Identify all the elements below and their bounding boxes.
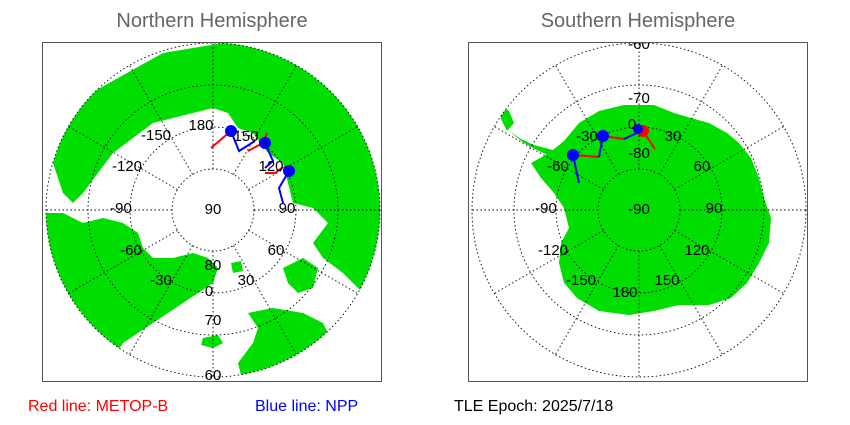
legend-npp: Blue line: NPP xyxy=(255,398,359,415)
north-lon-label-m120: -120 xyxy=(112,158,142,175)
south-map: -90 -80 -70 -60 0 30 60 90 120 150 180 -… xyxy=(471,43,807,378)
south-lon-label-m90: -90 xyxy=(535,200,557,217)
north-grid xyxy=(45,43,381,378)
south-map-panel: -90 -80 -70 -60 0 30 60 90 120 150 180 -… xyxy=(468,42,808,382)
north-map: 90 80 70 60 180 -150 -120 -90 -60 -30 0 … xyxy=(45,43,381,383)
meridian-line xyxy=(68,126,178,190)
south-lon-label-m60: -60 xyxy=(547,158,569,175)
south-lon-label-0: 0 xyxy=(628,116,636,133)
north-lon-label-m60: -60 xyxy=(120,242,142,259)
south-lon-label-m120: -120 xyxy=(538,242,568,259)
south-lon-label-30: 30 xyxy=(665,128,682,145)
north-lon-label-m90: -90 xyxy=(110,200,132,217)
meridian-line xyxy=(555,245,619,355)
north-title: Northern Hemisphere xyxy=(116,10,308,32)
meridian-line xyxy=(68,230,178,294)
north-lat-label-90: 90 xyxy=(205,201,222,218)
meridian-line xyxy=(674,126,784,190)
north-lat-label-70: 70 xyxy=(205,312,222,329)
north-lon-label-m150: -150 xyxy=(141,127,171,144)
south-lon-label-60: 60 xyxy=(694,158,711,175)
south-lon-label-150: 150 xyxy=(654,272,679,289)
meridian-line xyxy=(494,126,604,190)
legend-epoch: TLE Epoch: 2025/7/18 xyxy=(454,398,614,415)
meridian-line xyxy=(659,65,723,175)
south-lat-label-m70: -70 xyxy=(628,90,650,107)
legend-metop: Red line: METOP-B xyxy=(28,398,169,415)
south-tracks xyxy=(567,124,656,184)
meridian-line xyxy=(659,245,723,355)
south-lon-label-120: 120 xyxy=(684,242,709,259)
north-lon-label-180: 180 xyxy=(188,117,213,134)
meridian-line xyxy=(129,65,193,175)
south-lon-label-180: 180 xyxy=(612,284,637,301)
meridian-line xyxy=(248,230,358,294)
north-map-panel: 90 80 70 60 180 -150 -120 -90 -60 -30 0 … xyxy=(42,42,382,383)
north-lon-label-90: 90 xyxy=(279,200,296,217)
south-lat-label-m90: -90 xyxy=(628,201,650,218)
meridian-line xyxy=(129,245,193,355)
south-lat-label-m60: -60 xyxy=(628,43,650,53)
meridian-line xyxy=(555,65,619,175)
south-lon-label-90: 90 xyxy=(706,200,723,217)
north-lon-label-60: 60 xyxy=(268,242,285,259)
north-lat-label-80: 80 xyxy=(205,257,222,274)
north-lon-label-m30: -30 xyxy=(150,272,172,289)
south-lon-label-m30: -30 xyxy=(576,128,598,145)
north-lon-label-30: 30 xyxy=(238,272,255,289)
meridian-line xyxy=(233,65,297,175)
north-lon-label-0: 0 xyxy=(205,283,213,300)
meridian-line xyxy=(248,126,358,190)
south-lon-label-m150: -150 xyxy=(566,272,596,289)
south-title: Southern Hemisphere xyxy=(540,10,736,32)
north-lat-label-60: 60 xyxy=(205,367,222,383)
meridian-line xyxy=(674,230,784,294)
south-lat-label-m80: -80 xyxy=(628,145,650,162)
meridian-line xyxy=(494,230,604,294)
north-lon-label-150: 150 xyxy=(233,128,258,145)
north-lon-label-120: 120 xyxy=(258,158,283,175)
south-grid xyxy=(471,43,807,378)
north-tracks xyxy=(210,125,295,204)
meridian-line xyxy=(233,245,297,355)
